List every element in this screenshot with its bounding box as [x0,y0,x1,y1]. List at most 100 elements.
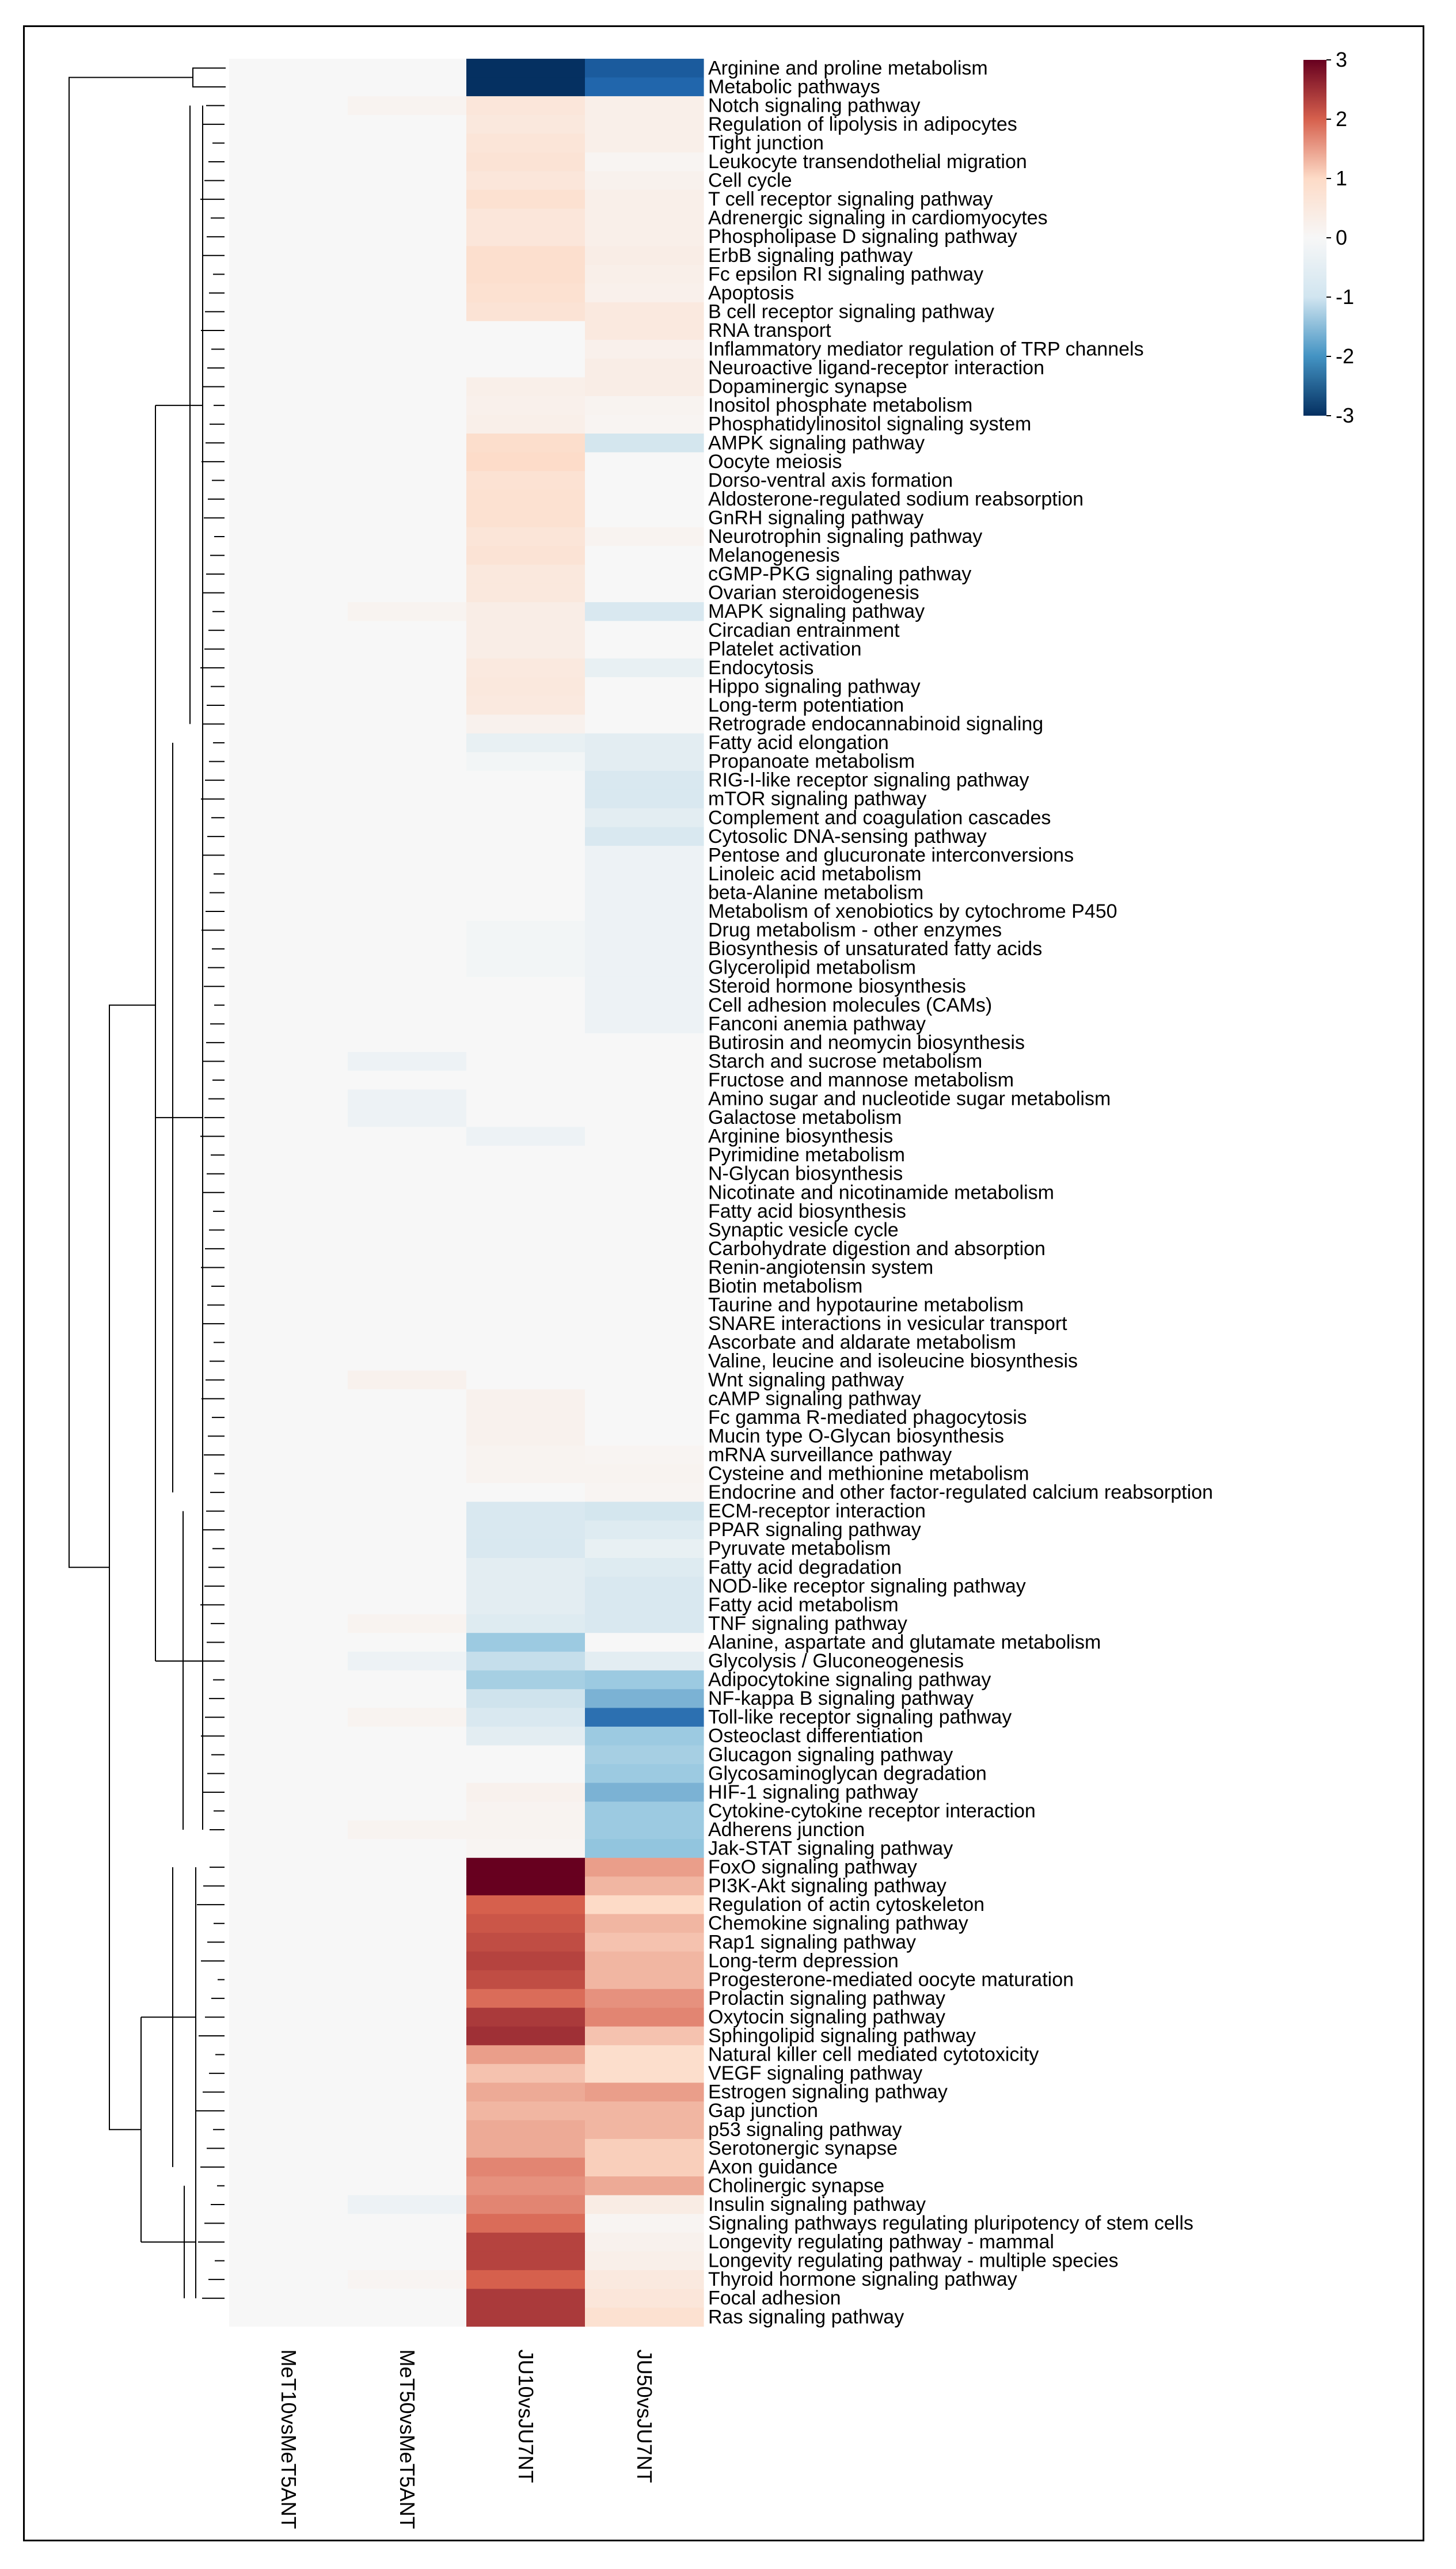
heatmap-cell [466,1351,586,1371]
row-label: Synaptic vesicle cycle [708,1219,899,1241]
heatmap-cell [229,696,348,715]
heatmap-cell [585,396,704,416]
heatmap-cell [348,1689,467,1708]
heatmap-cell [585,1614,704,1633]
heatmap-cell [585,2176,704,2196]
heatmap-cell [466,2232,586,2252]
heatmap-cell [585,939,704,959]
dendrogram-branch [140,2016,184,2243]
heatmap-cell [585,1183,704,1203]
heatmap-cell [585,2214,704,2233]
heatmap-cell [229,2251,348,2271]
heatmap-cell [348,995,467,1015]
heatmap-cell [348,246,467,265]
heatmap-cell [348,2026,467,2046]
heatmap-cell [466,1295,586,1315]
heatmap-cell [585,1539,704,1559]
row-label: Platelet activation [708,638,862,660]
heatmap-cell [585,358,704,378]
heatmap-cell [229,171,348,191]
heatmap-cell [585,1576,704,1596]
heatmap-cell [585,265,704,284]
row-label: PPAR signaling pathway [708,1519,921,1541]
row-label: Ascorbate and aldarate metabolism [708,1332,1016,1354]
row-label: mTOR signaling pathway [708,788,926,810]
heatmap-cell [348,715,467,734]
heatmap-cell [229,1145,348,1165]
heatmap-cell [229,2232,348,2252]
heatmap-cell [229,2045,348,2065]
heatmap-cell [229,77,348,97]
heatmap-cell [348,415,467,434]
heatmap-cell [348,171,467,191]
heatmap-cell [466,96,586,116]
heatmap-cell [348,1670,467,1690]
heatmap-cell [466,2120,586,2139]
heatmap-cell [585,2008,704,2027]
heatmap-cell [585,227,704,247]
heatmap-cell [585,1989,704,2008]
heatmap-cell [348,1145,467,1165]
heatmap-cell [466,471,586,491]
row-label: Insulin signaling pathway [708,2194,926,2215]
heatmap-cell [466,1089,586,1109]
heatmap-cell [348,358,467,378]
heatmap-cell [229,1314,348,1333]
colorbar-tick-label: -1 [1336,285,1354,309]
heatmap-cell [348,921,467,940]
heatmap-cell [348,1239,467,1259]
heatmap-cell [466,2289,586,2308]
heatmap-cells [229,59,704,2327]
heatmap-cell [585,1408,704,1427]
heatmap-cell [585,976,704,997]
row-label: Amino sugar and nucleotide sugar metabol… [708,1088,1111,1110]
heatmap-cell [348,340,467,359]
heatmap-cell [466,921,586,940]
row-label: Serotonergic synapse [708,2137,898,2159]
heatmap-cell [229,1333,348,1352]
heatmap-cell [466,2195,586,2214]
heatmap-cell [229,2289,348,2308]
heatmap-cell [348,434,467,453]
heatmap-cell [348,658,467,678]
heatmap-cell [348,1183,467,1203]
heatmap-cell [585,696,704,715]
heatmap-cell [466,902,586,921]
heatmap-cell [466,415,586,434]
heatmap-cell [466,1502,586,1521]
dendrogram-branch [172,743,203,1493]
heatmap-cell [466,2026,586,2046]
heatmap-cell [585,2157,704,2177]
row-label: Inositol phosphate metabolism [708,394,972,416]
heatmap-cell [229,995,348,1015]
dendrogram-branch [189,105,203,724]
heatmap-cell [229,1576,348,1596]
heatmap-cell [585,1389,704,1409]
heatmap-cell [348,864,467,884]
heatmap-cell [466,939,586,959]
heatmap-cell [585,2063,704,2083]
heatmap-cell [466,546,586,565]
heatmap-cell [348,1857,467,1877]
heatmap-cell [466,152,586,172]
heatmap-cell [585,2195,704,2214]
heatmap-cell [348,1202,467,1221]
heatmap-cell [229,1202,348,1221]
row-label: Starch and sucrose metabolism [708,1050,982,1072]
colorbar-gradient [1303,60,1326,416]
heatmap-cell [466,2082,586,2102]
heatmap-cell [229,827,348,846]
heatmap-cell [466,1895,586,1915]
heatmap-cell [348,2176,467,2196]
heatmap-cell [348,770,467,791]
heatmap-cell [466,2008,586,2027]
heatmap-cell [348,1089,467,1109]
colorbar-ticks: 3 2 1 0 -1 -2 -3 [1326,48,1354,427]
heatmap-cell [585,1464,704,1484]
heatmap-cell [585,1276,704,1296]
column-labels: MeT10vsMeT5ANT MeT50vsMeT5ANT JU10vsJU7NT J… [277,2350,656,2529]
heatmap-cell [585,1239,704,1259]
heatmap-cell [585,733,704,753]
row-label: Alanine, aspartate and glutamate metabol… [708,1631,1101,1653]
heatmap-cell [229,1933,348,1952]
